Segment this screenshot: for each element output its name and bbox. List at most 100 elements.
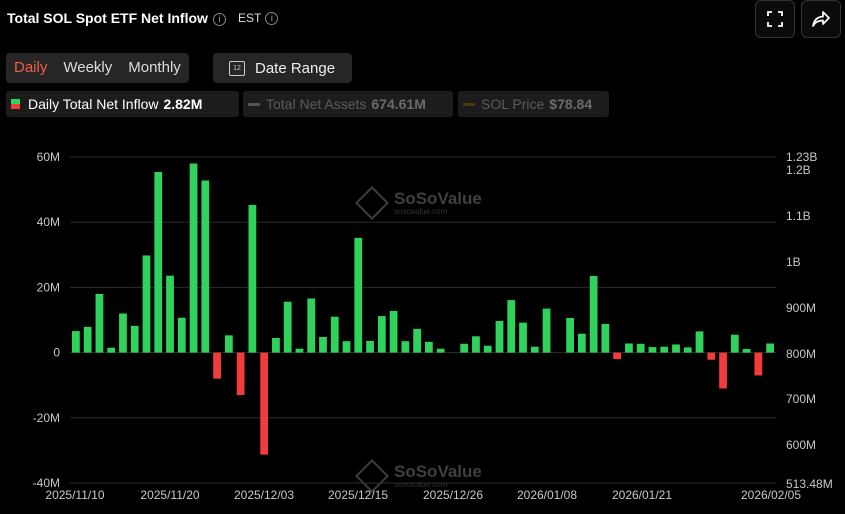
outflow-bar-negative [707, 352, 716, 360]
inflow-bar-positive [672, 344, 680, 353]
y-axis-right-tick-label: 1.2B [786, 163, 811, 177]
period-tabs: Daily Weekly Monthly [6, 53, 189, 83]
outflow-bar-negative [613, 352, 622, 360]
x-axis-tick-label: 2026/01/08 [517, 488, 577, 502]
y-axis-right-tick-label: 1.1B [786, 209, 811, 223]
inflow-bar-positive [566, 318, 574, 353]
timezone-label: EST i [238, 11, 279, 25]
legend-price-value: $78.84 [549, 96, 593, 112]
date-range-button[interactable]: 12 Date Range [213, 53, 352, 83]
y-axis-left-tick-label: 0 [53, 346, 60, 360]
x-axis-tick-label: 2025/12/26 [423, 488, 483, 502]
inflow-bar-positive [83, 326, 92, 353]
inflow-swatch-icon [11, 99, 20, 109]
y-axis-right-tick-label: 700M [786, 392, 816, 406]
timezone-info-icon[interactable]: i [265, 12, 279, 25]
fullscreen-icon [767, 11, 783, 27]
tab-daily[interactable]: Daily [14, 59, 48, 76]
inflow-bar-positive [577, 333, 586, 353]
inflow-bar-positive [542, 308, 551, 353]
inflow-bar-positive [483, 345, 492, 353]
watermark-bottom: SoSoValue sosovalue.com [355, 459, 482, 493]
y-axis-right-tick-label: 900M [786, 301, 816, 315]
inflow-bar-positive [189, 163, 198, 353]
info-icon[interactable]: i [212, 13, 226, 26]
y-axis-left-tick-label: 60M [37, 150, 60, 164]
share-icon [812, 11, 830, 27]
y-axis-right-tick-label: 1B [786, 255, 801, 269]
inflow-bar-positive [283, 301, 292, 353]
y-axis-left-tick-label: 40M [37, 215, 60, 229]
inflow-bar-positive [683, 347, 692, 353]
inflow-bar-positive [166, 275, 174, 353]
inflow-bar-positive [648, 347, 657, 353]
legend-price-label: SOL Price [481, 96, 545, 112]
inflow-bar-positive [366, 340, 374, 353]
inflow-bar-positive [319, 336, 327, 353]
inflow-bar-positive [154, 171, 163, 353]
tab-weekly[interactable]: Weekly [63, 59, 113, 76]
inflow-bar-positive [377, 316, 386, 353]
inflow-bar-positive [425, 341, 433, 353]
inflow-bar-positive [307, 298, 316, 353]
inflow-bar-positive [401, 341, 410, 353]
inflow-bar-positive [742, 349, 751, 353]
y-axis-right-tick-label: 800M [786, 347, 816, 361]
y-axis-right-tick-label: 513.48M [786, 477, 833, 491]
inflow-bar-positive [766, 343, 774, 353]
outflow-bar-negative [719, 352, 727, 389]
inflow-bar-positive [72, 331, 80, 353]
legend-inflow-value: 2.82M [163, 96, 203, 112]
inflow-bar-positive [625, 343, 633, 353]
assets-swatch-icon [248, 102, 260, 106]
calendar-icon: 12 [229, 60, 245, 76]
outflow-bar-negative [213, 352, 221, 379]
inflow-bar-positive [519, 322, 527, 353]
legend-sol-price[interactable]: SOL Price $78.84 [458, 91, 609, 117]
inflow-bar-positive [107, 347, 116, 353]
inflow-bar-positive [460, 343, 469, 353]
inflow-bar-positive [389, 310, 398, 353]
inflow-bar-positive [354, 237, 363, 353]
inflow-bar-positive [342, 341, 351, 353]
y-axis-right-tick-label: 600M [786, 438, 816, 452]
price-swatch-icon [463, 102, 475, 106]
x-axis-tick-label: 2025/11/20 [140, 488, 199, 502]
watermark-top: SoSoValue sosovalue.com [355, 186, 482, 220]
legend-total-net-assets[interactable]: Total Net Assets 674.61M [243, 91, 453, 117]
x-axis-tick-label: 2026/02/05 [741, 488, 801, 502]
x-axis-tick-label: 2025/11/10 [45, 488, 104, 502]
inflow-bar-positive [119, 313, 127, 353]
inflow-bar-positive [130, 325, 139, 353]
chart-title-text: Total SOL Spot ETF Net Inflow [7, 10, 208, 26]
fullscreen-button[interactable] [755, 0, 795, 38]
watermark-brand: SoSoValue [394, 462, 482, 481]
inflow-bar-positive [142, 255, 151, 353]
date-range-label: Date Range [255, 59, 336, 77]
inflow-bar-positive [295, 348, 304, 353]
y-axis-left-tick-label: -20M [33, 411, 60, 425]
watermark-brand: SoSoValue [394, 189, 482, 208]
inflow-bar-positive [589, 275, 598, 353]
legend-daily-inflow[interactable]: Daily Total Net Inflow 2.82M [6, 91, 239, 117]
outflow-bar-negative [754, 352, 763, 376]
inflow-bar-positive [601, 323, 610, 353]
y-axis-left-tick-label: 20M [37, 280, 60, 294]
tab-monthly[interactable]: Monthly [128, 59, 181, 76]
watermark-site: sosovalue.com [394, 480, 448, 489]
inflow-bar-positive [636, 343, 645, 353]
inflow-bar-positive [272, 337, 280, 353]
inflow-bar-positive [660, 346, 669, 353]
inflow-bar-positive [248, 204, 257, 353]
share-button[interactable] [801, 0, 841, 38]
inflow-bar-positive [472, 336, 480, 353]
inflow-bar-positive [413, 328, 421, 353]
legend-inflow-label: Daily Total Net Inflow [28, 96, 159, 112]
outflow-bar-negative [236, 352, 245, 395]
inflow-bar-positive [495, 320, 504, 353]
y-axis-left-tick-label: -40M [33, 476, 60, 490]
x-axis-tick-label: 2025/12/15 [328, 488, 388, 502]
x-axis-tick-label: 2025/12/03 [234, 488, 294, 502]
inflow-bar-positive [95, 293, 104, 353]
